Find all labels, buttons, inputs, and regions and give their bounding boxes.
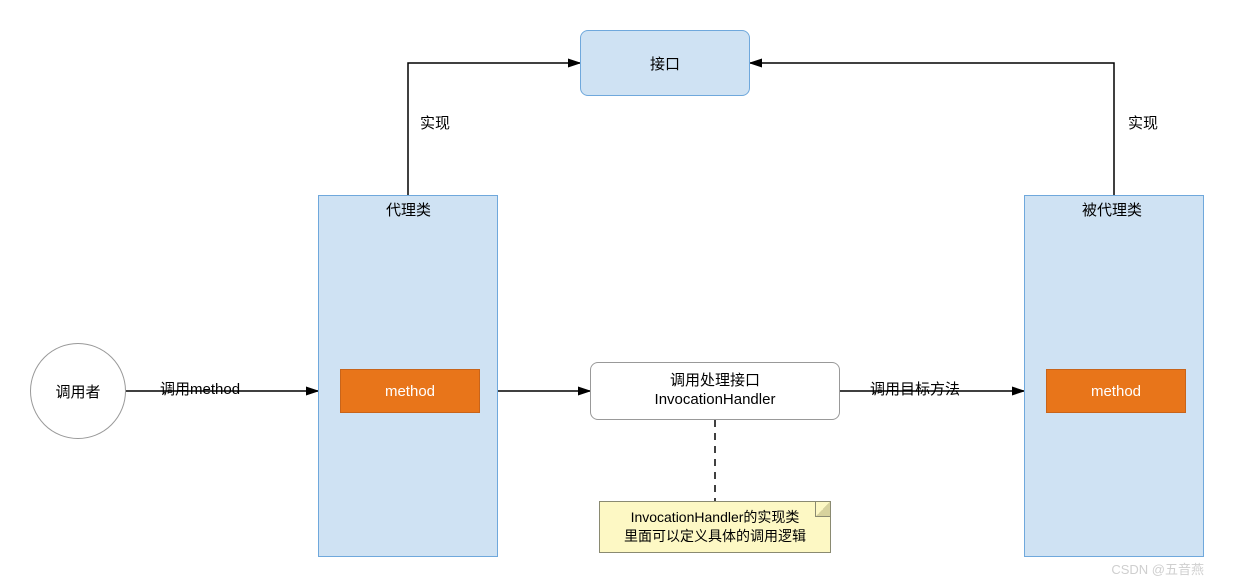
- node-target-label: 被代理类: [1082, 199, 1142, 220]
- node-invocation-handler: 调用处理接口 InvocationHandler: [590, 362, 840, 420]
- node-proxy-label: 代理类: [386, 199, 431, 220]
- edge-label-impl-right: 实现: [1128, 112, 1158, 133]
- node-proxy-method-label: method: [385, 383, 435, 400]
- node-handler-line2: InvocationHandler: [655, 391, 776, 410]
- watermark: CSDN @五音燕: [1111, 559, 1204, 578]
- diagram-canvas: 接口 调用者 代理类 method 调用处理接口 InvocationHandl…: [0, 0, 1234, 586]
- note-line1: InvocationHandler的实现类: [608, 508, 822, 527]
- edge-label-call-target: 调用目标方法: [870, 378, 960, 399]
- node-caller-label: 调用者: [55, 381, 100, 402]
- node-proxy-method: method: [340, 369, 480, 413]
- node-target-method-label: method: [1091, 383, 1141, 400]
- edge-target-impl-interface: [750, 63, 1114, 195]
- node-target-method: method: [1046, 369, 1186, 413]
- node-handler-line1: 调用处理接口: [670, 372, 760, 391]
- node-interface-label: 接口: [650, 53, 680, 74]
- note-line2: 里面可以定义具体的调用逻辑: [608, 527, 822, 546]
- edge-label-impl-left: 实现: [420, 112, 450, 133]
- node-interface: 接口: [580, 30, 750, 96]
- node-note: InvocationHandler的实现类 里面可以定义具体的调用逻辑: [599, 501, 831, 553]
- edge-label-call-method: 调用method: [160, 378, 240, 399]
- node-caller: 调用者: [30, 343, 126, 439]
